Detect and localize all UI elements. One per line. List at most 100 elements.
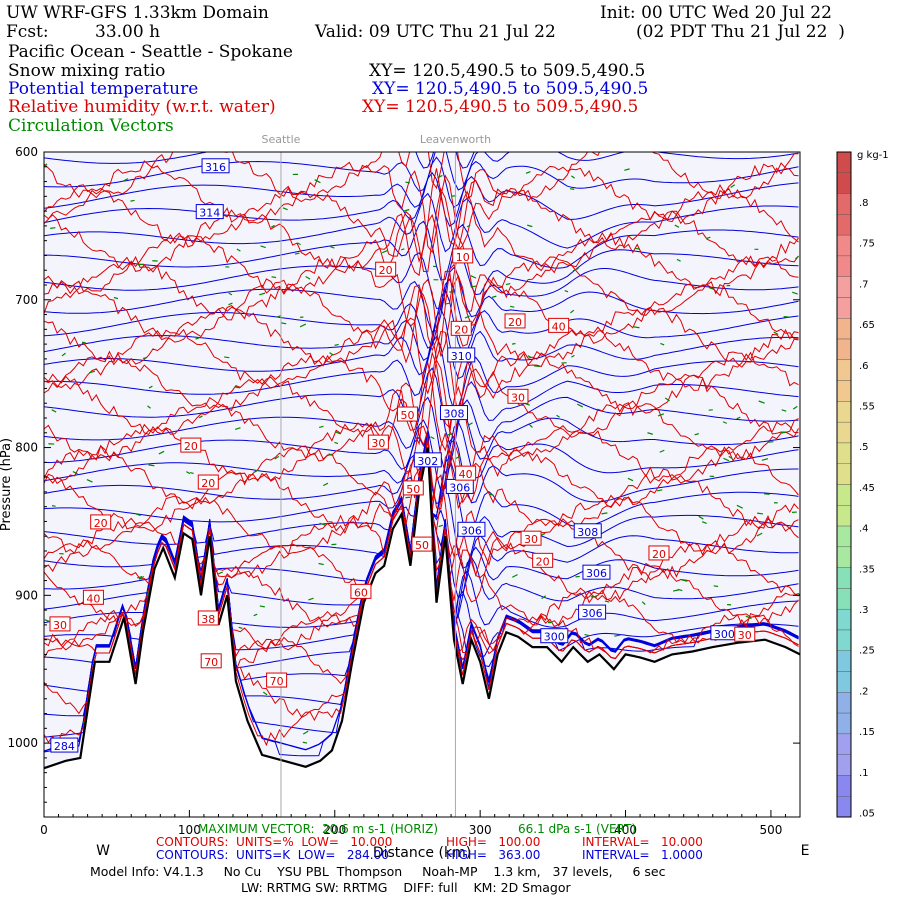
vector-arrow <box>328 453 334 457</box>
colorbar-segment <box>836 608 852 631</box>
vector-arrow <box>570 309 575 314</box>
colorbar-segment <box>836 338 852 361</box>
rh-label: 20 <box>184 440 198 453</box>
rh-label: 60 <box>354 586 368 599</box>
colorbar-segment <box>836 588 852 610</box>
vector-arrow <box>437 174 443 179</box>
vector-arrow <box>137 263 144 266</box>
vector-arrow <box>44 619 50 623</box>
colorbar-segment <box>836 172 852 194</box>
vector-arrow <box>314 179 321 184</box>
vector-arrow <box>533 365 540 368</box>
vector-arrow <box>756 532 763 537</box>
theta-label: 306 <box>586 567 607 580</box>
colorbar-segment <box>836 401 852 423</box>
rh-label-box <box>402 480 424 496</box>
rh-label: 20 <box>94 517 108 530</box>
colorbar-segment <box>836 754 852 776</box>
colorbar-label: .25 <box>859 646 875 657</box>
rh-label-box <box>367 434 389 450</box>
rh-label: 20 <box>201 477 215 490</box>
forecast-hour: 33.00 h <box>95 22 161 42</box>
theta-contour-line <box>44 396 799 474</box>
theta-label: 306 <box>582 607 603 620</box>
rh-label: 20 <box>379 264 393 277</box>
colorbar-segment <box>836 505 852 527</box>
rh-label: 70 <box>270 675 284 688</box>
rh-label: 10 <box>456 251 470 264</box>
rh-contour-line <box>44 438 799 747</box>
vector-arrow <box>260 245 266 249</box>
vector-arrow <box>381 249 389 254</box>
rh-label: 20 <box>536 555 550 568</box>
colorbar-segment <box>836 671 852 693</box>
rh-label-box <box>548 317 570 333</box>
rh-contour-info: CONTOURS: UNITS=% LOW= 10.000 <box>156 835 393 849</box>
theta-label: 316 <box>205 161 226 174</box>
theta-contour-line <box>44 335 799 411</box>
theta-label: 308 <box>443 408 464 421</box>
vector-arrow <box>464 315 470 319</box>
rh-label-box <box>734 626 756 642</box>
vector-arrow <box>234 427 241 431</box>
vector-arrow <box>624 168 630 171</box>
vector-arrow <box>72 471 78 475</box>
colorbar-label: .6 <box>859 361 869 372</box>
x-tick-label: 100 <box>178 823 201 837</box>
rh-label: 40 <box>552 320 566 333</box>
rh-label: 50 <box>406 483 420 496</box>
vector-arrow <box>527 355 532 359</box>
x-tick-label: 500 <box>759 823 782 837</box>
colorbar-label: .7 <box>859 279 869 290</box>
rh-contour-line <box>44 168 799 274</box>
vector-arrow <box>528 424 533 428</box>
colorbar-segment <box>836 546 852 568</box>
colorbar-segment <box>836 193 852 215</box>
rh-label-box <box>455 465 477 481</box>
vector-arrow <box>89 370 96 374</box>
rh-label-box <box>450 320 472 336</box>
vector-arrow <box>318 562 324 566</box>
y-tick-label: 800 <box>15 441 38 455</box>
vector-arrow <box>576 403 583 408</box>
rh-label: 70 <box>204 656 218 669</box>
vector-arrow <box>511 342 516 345</box>
x-tick-label: 200 <box>323 823 346 837</box>
vector-arrow <box>505 282 511 286</box>
rh-contour-line <box>44 213 799 311</box>
colorbar-segment <box>836 318 852 340</box>
valid-time: Valid: 09 UTC Thu 21 Jul 22 <box>315 22 556 42</box>
vector-arrow <box>319 425 324 429</box>
vector-arrow <box>730 184 736 189</box>
colorbar-label: .1 <box>859 768 869 779</box>
vector-arrow <box>308 597 314 601</box>
colorbar-segment <box>836 214 852 236</box>
region-name: Pacific Ocean - Seattle - Spokane <box>8 42 293 62</box>
y-tick-label: 1000 <box>7 736 38 750</box>
colorbar-segment <box>836 692 852 714</box>
vector-arrow <box>792 405 798 410</box>
vector-arrow <box>280 322 287 325</box>
vector-arrow <box>708 287 714 290</box>
vector-arrow <box>228 292 233 296</box>
field-rh: Relative humidity (w.r.t. water) <box>8 97 276 117</box>
theta-contour-info: CONTOURS: UNITS=K LOW= 284.00 <box>156 848 389 862</box>
theta-contour-line <box>44 192 799 253</box>
vector-arrow <box>491 295 497 298</box>
valid-local-time: (02 PDT Thu 21 Jul 22 ) <box>636 22 845 42</box>
vector-arrow <box>601 512 608 515</box>
vector-arrow <box>722 421 728 424</box>
colorbar-segment <box>836 525 852 548</box>
vector-arrow <box>664 397 670 402</box>
colorbar-segment <box>836 629 852 651</box>
colorbar-label: .2 <box>859 686 869 697</box>
vector-arrow <box>676 258 681 262</box>
vector-arrow <box>302 730 309 735</box>
rh-contour-line <box>44 317 799 416</box>
vector-arrow <box>757 512 764 515</box>
rh-label: 50 <box>400 409 414 422</box>
vector-arrow <box>158 450 165 455</box>
colorbar-label: .55 <box>859 402 875 413</box>
